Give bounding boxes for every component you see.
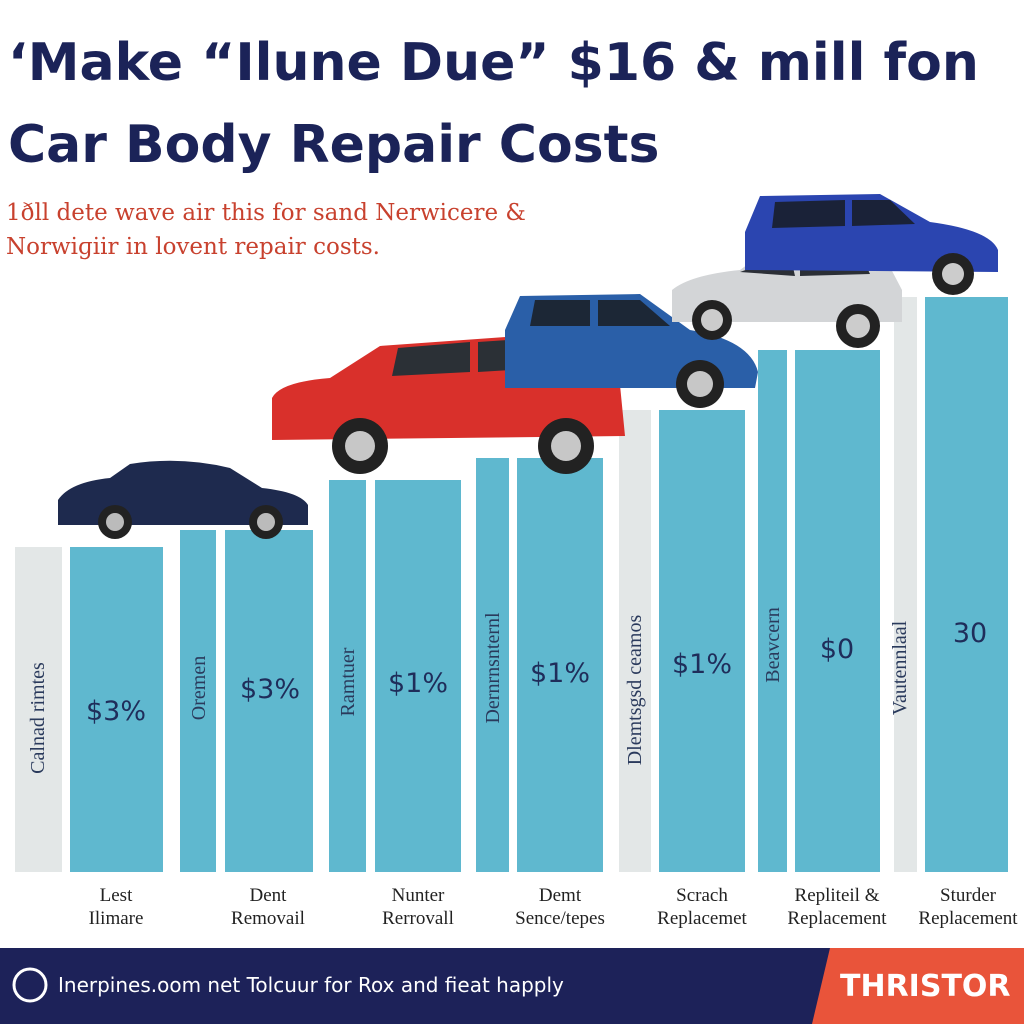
value-label: $0 (820, 634, 854, 665)
category-label: Ilimare (89, 908, 144, 929)
category-labels: Lest Ilimare Dent Removail Nunter Rerrov… (89, 885, 1019, 929)
category-label: Demt (539, 885, 582, 906)
category-label: Dent (250, 885, 288, 906)
side-label: Oremen (188, 656, 210, 720)
side-bar (180, 530, 216, 872)
footer: Inerpines.oom net Tolcuur for Rox and fi… (0, 948, 1024, 1024)
value-labels: $3% $3% $1% $1% $1% $0 30 (86, 618, 987, 727)
side-labels: Calnad rimtes Oremen Ramtuer Dernrnsnter… (27, 607, 911, 774)
value-label: 30 (953, 618, 987, 649)
side-bar (758, 350, 787, 872)
car-suv-blue (505, 294, 758, 408)
car-sedan (58, 460, 308, 539)
side-bar (619, 410, 651, 872)
bar (517, 458, 603, 872)
category-label: Sence/tepes (515, 908, 605, 929)
value-label: $3% (86, 696, 146, 727)
title-line: Car Body Repair Costs (8, 115, 659, 175)
side-bar (329, 480, 366, 872)
category-label: Rerrovall (382, 908, 454, 929)
category-label: Sturder (940, 885, 997, 906)
value-label: $1% (388, 668, 448, 699)
value-label: $1% (672, 649, 732, 680)
bar (659, 410, 745, 872)
subtitle-line: Norwiɡiir in lovent repair costs. (6, 234, 380, 260)
side-bar (476, 458, 509, 872)
car-suv-navy (745, 194, 998, 295)
side-label: Calnad rimtes (27, 662, 49, 774)
bar (375, 480, 461, 872)
side-label: Ramtuer (337, 647, 359, 716)
bar (70, 547, 163, 872)
side-label: Dernrnsnternl (482, 612, 504, 724)
category-label: Scrach (676, 885, 728, 906)
subtitle-line: 1ðll dete wave air this for sand Nerwice… (6, 200, 526, 226)
footer-brand: THRISTOR (840, 969, 1011, 1004)
footer-text: Inerpines.oom net Tolcuur for Rox and fi… (58, 973, 564, 997)
title-line: ‘Make “Ilune Due” $16 & mill fon (8, 33, 979, 93)
car-pickup (272, 336, 625, 474)
category-label: Replacement (918, 908, 1018, 929)
footer-logo (12, 967, 48, 1003)
category-label: Replacement (787, 908, 887, 929)
value-label: $3% (240, 674, 300, 705)
side-label: Beavcern (762, 607, 784, 683)
side-label: Dlemtsgsd ceamos (624, 615, 646, 766)
category-label: Replacemet (657, 908, 747, 929)
bar (225, 530, 313, 872)
category-label: Removail (231, 908, 305, 929)
bar (925, 297, 1008, 872)
bar (795, 350, 880, 872)
side-bar (894, 297, 917, 872)
category-label: Lest (100, 885, 133, 906)
side-label: Vautennlaal (889, 620, 911, 715)
category-label: Nunter (392, 885, 445, 906)
category-label: Repliteil & (795, 885, 880, 906)
footer-accent (812, 948, 1024, 1024)
value-label: $1% (530, 658, 590, 689)
cars (58, 194, 998, 539)
bars (15, 297, 1008, 872)
side-bar (15, 547, 62, 872)
